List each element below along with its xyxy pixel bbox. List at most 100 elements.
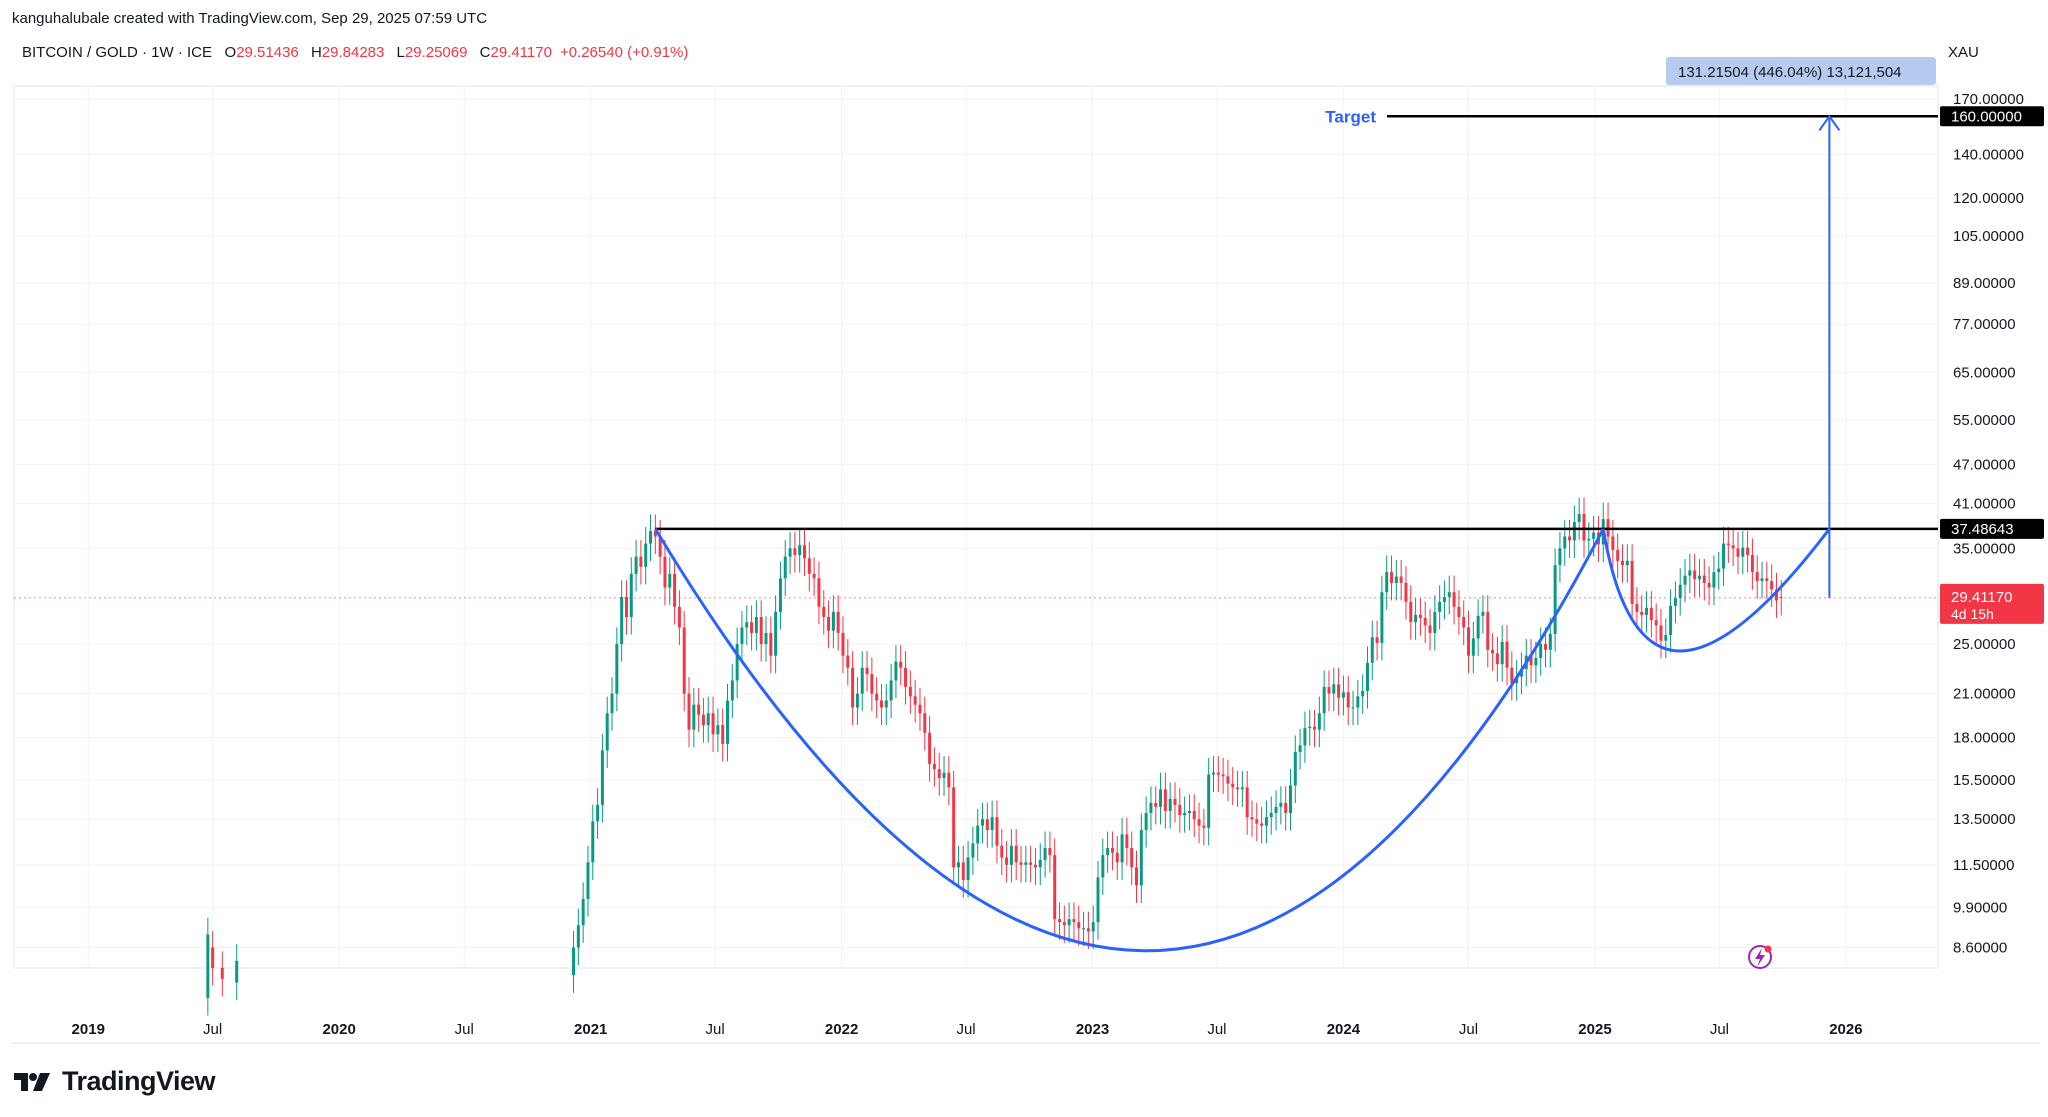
- candle-body: [1414, 614, 1418, 623]
- measure-label-bg: [1666, 57, 1936, 85]
- x-tick-label: 2024: [1327, 1021, 1361, 1038]
- candle-body: [658, 536, 662, 557]
- candle-body: [942, 772, 946, 779]
- candle: [1202, 809, 1206, 846]
- candle: [1005, 840, 1009, 883]
- candle-body: [1303, 728, 1307, 746]
- candle: [1130, 831, 1134, 885]
- candle-body: [1212, 772, 1215, 775]
- currency-label[interactable]: XAU: [1948, 44, 1979, 61]
- y-tick-label: 21.00000: [1953, 686, 2016, 703]
- candle: [1091, 905, 1095, 949]
- candle: [899, 645, 903, 686]
- candle-body: [923, 713, 927, 733]
- candle-body: [1717, 568, 1721, 573]
- candle-body: [928, 732, 932, 764]
- candle-body: [817, 578, 821, 607]
- candle: [985, 802, 989, 848]
- candle-body: [1659, 625, 1663, 641]
- candle: [596, 788, 600, 839]
- candle: [855, 677, 859, 726]
- candle-body: [1077, 922, 1081, 929]
- candle: [586, 845, 590, 917]
- candle-body: [1038, 859, 1042, 868]
- candle: [653, 514, 657, 555]
- candle-body: [1486, 611, 1490, 650]
- candle: [990, 800, 994, 848]
- candle: [1077, 905, 1081, 946]
- y-tick-label: 25.00000: [1953, 636, 2016, 653]
- drawings: Target 131.21504 (446.04%) 13,121,504: [14, 57, 1938, 953]
- candle: [1033, 848, 1037, 885]
- candle-body: [971, 843, 975, 858]
- candle-body: [572, 947, 576, 976]
- candle: [1678, 568, 1682, 616]
- candle-body: [1168, 798, 1172, 811]
- candle-body: [1688, 570, 1692, 576]
- candle: [769, 616, 773, 674]
- candle: [716, 708, 720, 752]
- candle-body: [870, 674, 874, 694]
- candle-body: [1308, 726, 1312, 729]
- candle-body: [610, 693, 614, 714]
- measure-arrow-head: [1818, 114, 1841, 131]
- plot-frame: [13, 85, 1939, 969]
- candle: [1457, 590, 1461, 635]
- candle-body: [1245, 787, 1249, 818]
- candle-body: [1380, 592, 1384, 643]
- candle-body: [827, 616, 831, 631]
- candle-body: [1462, 616, 1466, 628]
- candle: [1322, 670, 1326, 731]
- measure-label-text: 131.21504 (446.04%) 13,121,504: [1678, 64, 1902, 81]
- symbol-legend[interactable]: BITCOIN / GOLD · 1W · ICE O29.51436 H29.…: [22, 44, 696, 61]
- x-tick-label: 2022: [825, 1021, 858, 1038]
- candle: [673, 557, 677, 625]
- candle: [1240, 770, 1244, 807]
- candle: [860, 651, 864, 712]
- candle: [1024, 845, 1028, 883]
- candle-body: [1101, 855, 1105, 878]
- candle: [956, 845, 960, 885]
- x-tick-label: Jul: [203, 1021, 222, 1038]
- candle-body: [774, 611, 778, 656]
- candle-body: [1264, 817, 1268, 826]
- candle: [1500, 625, 1504, 682]
- candle: [677, 590, 681, 646]
- symbol-name[interactable]: BITCOIN / GOLD · 1W · ICE: [22, 44, 213, 61]
- tradingview-brand[interactable]: TradingView: [14, 1066, 216, 1097]
- candle-body: [1774, 589, 1778, 601]
- candle-body: [634, 556, 638, 574]
- candle-body: [721, 725, 725, 744]
- candle: [798, 528, 802, 573]
- candle-body: [1260, 823, 1264, 826]
- candle-body: [798, 545, 802, 555]
- candle-body: [682, 627, 686, 694]
- candle-body: [884, 700, 888, 708]
- candle: [976, 809, 980, 861]
- candle-body: [1337, 684, 1341, 698]
- candle: [1380, 575, 1384, 661]
- candle: [1649, 591, 1653, 638]
- candle: [1385, 555, 1389, 610]
- candle: [1529, 639, 1533, 683]
- candle-body: [865, 667, 869, 675]
- candle-body: [1178, 804, 1182, 816]
- y-tick-label: 47.00000: [1953, 457, 2016, 474]
- candle: [932, 747, 936, 787]
- candle: [1178, 788, 1182, 833]
- lightning-icon[interactable]: [1748, 945, 1772, 969]
- candle-body: [1712, 572, 1716, 588]
- x-tick-label: 2023: [1076, 1021, 1109, 1038]
- candle-body: [716, 725, 720, 735]
- candle: [1101, 838, 1105, 896]
- candle: [889, 663, 893, 719]
- candle-body: [1481, 611, 1485, 616]
- candle-body: [1592, 532, 1596, 539]
- candle-body: [1317, 713, 1321, 730]
- candle-body: [1664, 635, 1668, 641]
- candle: [971, 826, 975, 876]
- candle-body: [1086, 928, 1090, 932]
- candle-body: [913, 696, 917, 705]
- candle: [1159, 772, 1163, 825]
